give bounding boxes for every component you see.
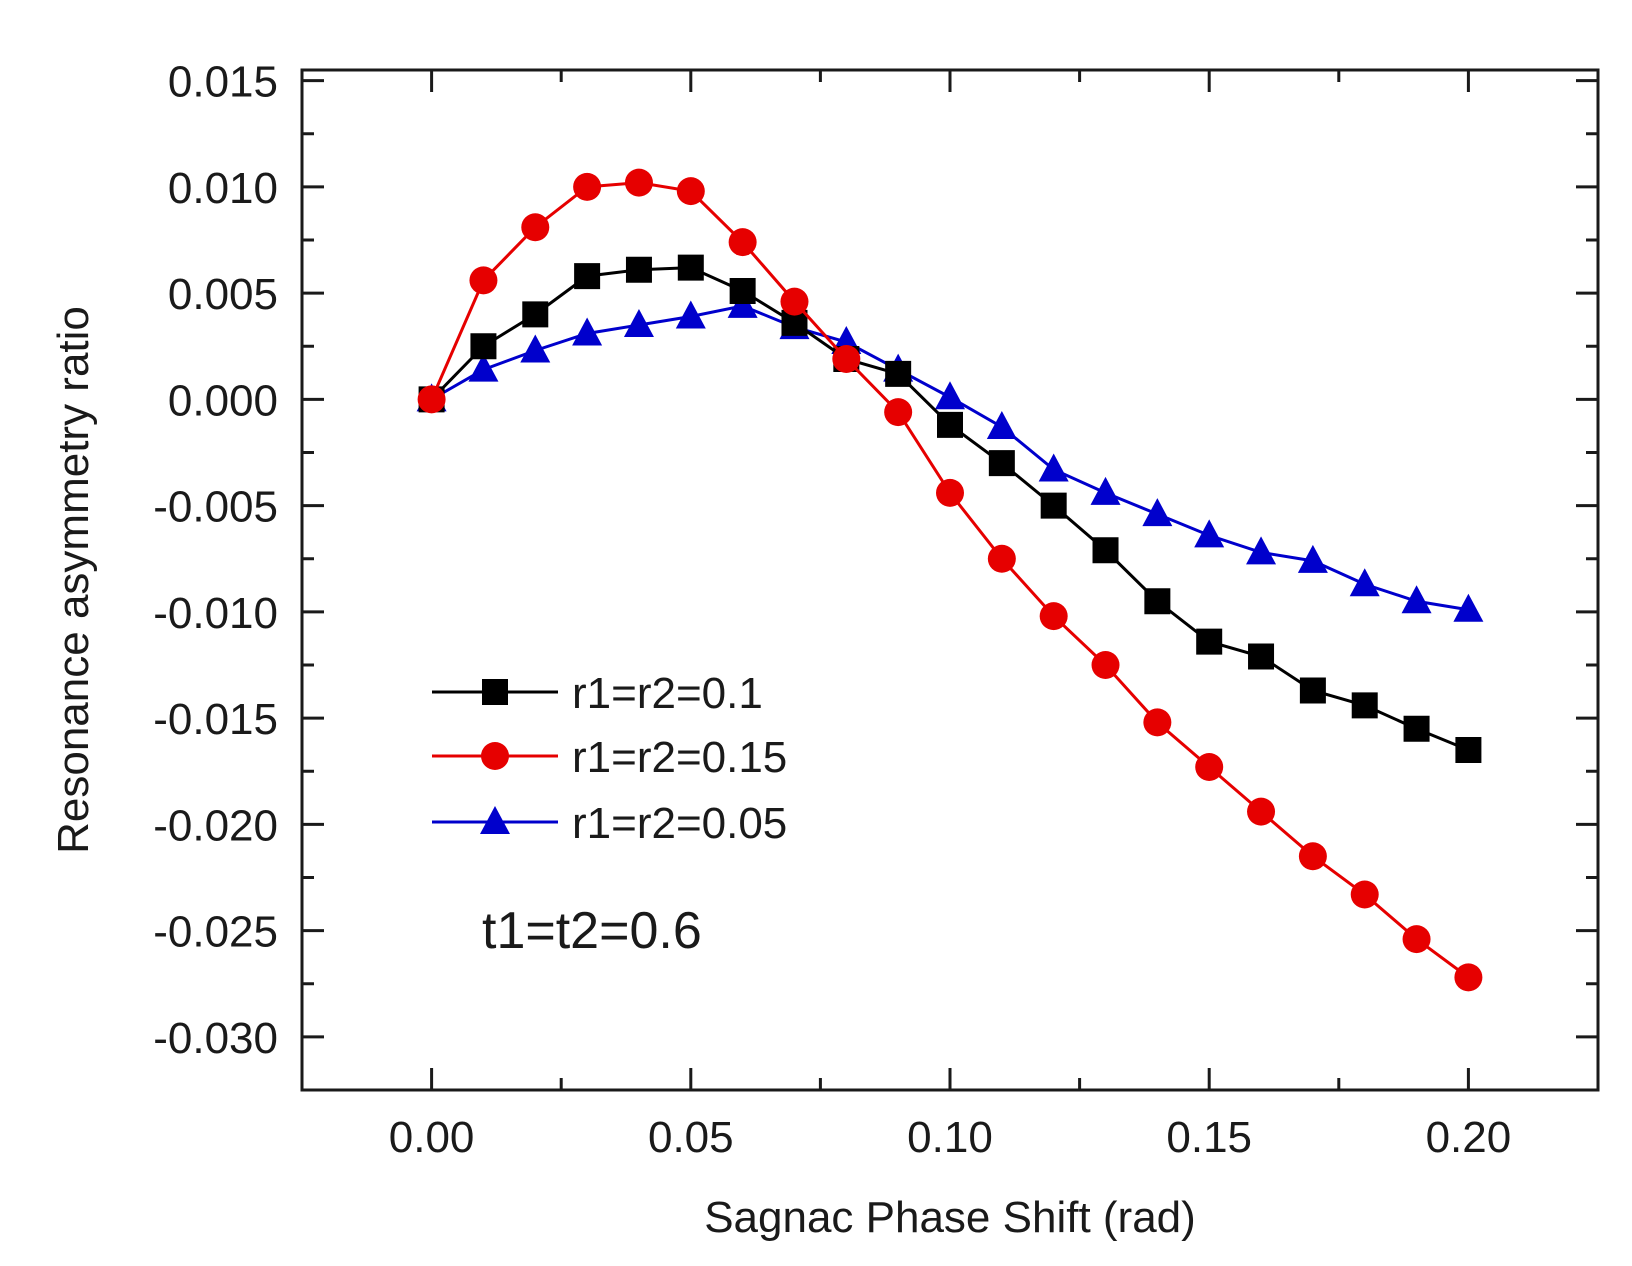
legend-label: r1=r2=0.15 [572,733,787,782]
data-point [729,278,756,304]
data-point [1403,715,1430,742]
data-point [1299,677,1326,704]
data-point [1297,544,1328,573]
series-layer [416,168,1484,992]
data-point [937,411,963,438]
data-point [1092,537,1119,564]
data-point [1248,643,1275,670]
data-point [417,385,446,414]
y-tick-label: -0.005 [153,483,278,532]
y-tick-label: -0.025 [153,908,278,957]
x-tick-label: 0.10 [907,1113,993,1162]
axis-ticks: 0.00 0.05 0.10 0.15 0.20 0.015 0.010 0.005 0.000… [153,58,1598,1162]
x-tick-label: 0.05 [648,1113,734,1162]
data-point [885,360,912,387]
y-tick-label: 0.010 [168,164,278,213]
data-point [1455,737,1482,763]
data-point [1351,692,1378,719]
data-point [1038,453,1069,482]
x-tick-label: 0.00 [389,1113,475,1162]
data-point [988,450,1015,477]
legend-item: r1=r2=0.1 [432,669,763,718]
y-tick-label: 0.000 [168,376,278,425]
data-point [625,256,652,283]
x-axis-label: Sagnac Phase Shift (rad) [704,1193,1196,1242]
parameter-annotation: t1=t2=0.6 [482,902,702,960]
data-point [1349,568,1380,597]
data-point [1298,842,1327,871]
data-point [1454,963,1483,992]
y-tick-label: 0.015 [168,58,278,107]
x-tick-label: 0.20 [1426,1113,1512,1162]
data-point [1350,880,1379,909]
y-tick-label: -0.010 [153,589,278,638]
y-tick-label: -0.030 [153,1014,278,1063]
data-point [469,266,498,295]
data-point [986,411,1017,439]
data-point [1196,628,1223,655]
data-point [624,168,653,197]
legend-marker [481,742,509,770]
data-point [935,381,965,410]
data-point [1194,519,1225,548]
data-point [832,345,861,373]
data-point [1247,797,1276,826]
data-point [1040,492,1067,519]
data-point [728,228,757,257]
data-point [936,478,964,507]
data-point [521,213,550,242]
data-point [677,254,704,281]
data-point [1402,925,1431,954]
legend-label: r1=r2=0.1 [572,669,763,718]
data-point [1090,476,1121,505]
legend-label: r1=r2=0.05 [572,799,787,848]
series-triangle [416,289,1484,622]
y-tick-label: -0.015 [153,695,278,744]
data-point [574,263,601,290]
data-point [520,334,551,363]
y-tick-label: -0.020 [153,801,278,850]
data-point [676,177,705,206]
data-point [1453,593,1484,622]
legend-marker [482,679,508,705]
data-point [1142,498,1173,527]
y-tick-label: 0.005 [168,270,278,319]
x-tick-label: 0.15 [1166,1113,1252,1162]
data-point [987,544,1016,573]
data-point [675,300,706,329]
data-point [573,172,602,201]
data-point [470,333,497,360]
data-point [1144,588,1171,615]
data-point [1091,651,1120,679]
data-point [522,301,549,328]
data-point [468,353,499,382]
data-point [1039,602,1068,631]
data-point [884,398,913,427]
data-point [1401,585,1432,614]
data-point [1143,708,1172,737]
data-point [780,287,809,316]
data-point [623,309,654,337]
data-point [572,317,603,346]
series-circle [417,168,1483,992]
legend-item: r1=r2=0.15 [432,733,787,782]
legend-marker [480,806,510,834]
data-point [1246,536,1277,565]
legend: r1=r2=0.1 r1=r2=0.15 r1=r2=0.05 [432,669,787,848]
legend-item: r1=r2=0.05 [432,799,787,848]
y-axis-label: Resonance asymmetry ratio [49,306,98,854]
data-point [1195,753,1224,781]
